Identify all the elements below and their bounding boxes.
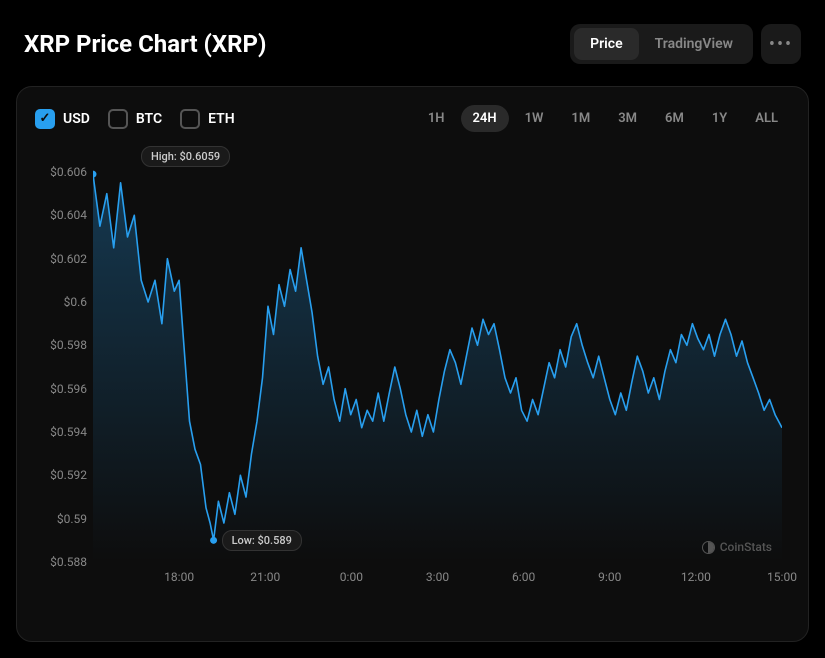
high-badge: High: $0.6059 [141, 146, 230, 167]
y-tick-label: $0.592 [50, 468, 87, 482]
range-row: 1H24H1W1M3M6M1YALL [416, 105, 790, 132]
marker-dot [210, 537, 217, 544]
coinstats-icon [702, 541, 715, 554]
checkbox-icon [108, 109, 128, 129]
marker-dot [93, 171, 97, 178]
y-tick-label: $0.606 [50, 165, 87, 179]
y-tick-label: $0.588 [50, 555, 87, 569]
x-tick-label: 21:00 [250, 570, 280, 584]
currency-btc[interactable]: BTC [108, 109, 162, 129]
currency-row: USD BTC ETH [35, 109, 235, 129]
y-tick-label: $0.602 [50, 252, 87, 266]
x-axis: 18:0021:000:003:006:009:0012:0015:00 [93, 570, 782, 594]
low-badge: Low: $0.589 [222, 530, 302, 551]
range-1y[interactable]: 1Y [700, 105, 739, 132]
currency-label: BTC [136, 111, 162, 127]
range-1m[interactable]: 1M [559, 105, 602, 132]
x-tick-label: 9:00 [598, 570, 621, 584]
currency-eth[interactable]: ETH [180, 109, 235, 129]
y-tick-label: $0.594 [50, 425, 87, 439]
view-tab-tradingview[interactable]: TradingView [639, 28, 749, 60]
y-tick-label: $0.598 [50, 338, 87, 352]
header-controls: PriceTradingView ••• [570, 24, 801, 64]
watermark: CoinStats [702, 540, 772, 554]
range-1w[interactable]: 1W [513, 105, 556, 132]
range-3m[interactable]: 3M [606, 105, 649, 132]
currency-label: ETH [208, 111, 235, 127]
checkbox-icon [35, 109, 55, 129]
chart-area-fill [93, 174, 782, 562]
view-tab-price[interactable]: Price [574, 28, 639, 60]
checkbox-icon [180, 109, 200, 129]
range-1h[interactable]: 1H [416, 105, 457, 132]
watermark-label: CoinStats [720, 540, 772, 554]
x-tick-label: 15:00 [767, 570, 797, 584]
y-axis: $0.606 $0.604 $0.602 $0.6 $0.598 $0.596 $0.594… [35, 142, 93, 562]
x-tick-label: 18:00 [164, 570, 194, 584]
more-button[interactable]: ••• [761, 24, 801, 64]
range-all[interactable]: ALL [743, 105, 790, 132]
x-tick-label: 6:00 [512, 570, 535, 584]
x-tick-label: 0:00 [340, 570, 363, 584]
page-title: XRP Price Chart (XRP) [24, 30, 266, 58]
currency-usd[interactable]: USD [35, 109, 90, 129]
y-tick-label: $0.6 [64, 295, 87, 309]
y-tick-label: $0.604 [50, 208, 87, 222]
plot-area: High: $0.6059 Low: $0.589 CoinStats [93, 142, 782, 562]
x-tick-label: 3:00 [426, 570, 449, 584]
view-toggle: PriceTradingView [570, 24, 753, 64]
chart-panel: USDBTCETH 1H24H1W1M3M6M1YALL $0.606$0.60… [16, 86, 809, 642]
y-tick-label: $0.59 [57, 512, 87, 526]
range-24h[interactable]: 24H [461, 105, 509, 132]
y-tick-label: $0.596 [50, 382, 87, 396]
x-tick-label: 12:00 [681, 570, 711, 584]
range-6m[interactable]: 6M [653, 105, 696, 132]
chart-area: $0.606 $0.604 $0.602 $0.6 $0.598 $0.596 $0.594… [35, 142, 790, 602]
panel-controls: USD BTC ETH 1H24H1W1M3M6M1YALL [35, 105, 790, 132]
currency-label: USD [63, 111, 90, 127]
